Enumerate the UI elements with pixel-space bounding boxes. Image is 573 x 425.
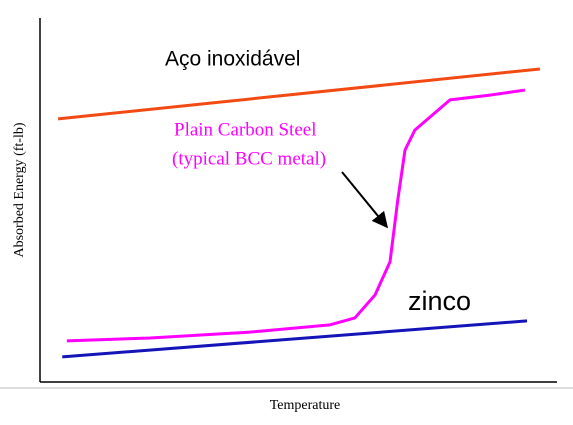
x-axis-label: Temperature (270, 398, 341, 413)
y-axis-label: Absorbed Energy (ft-lb) (12, 122, 27, 257)
annotation: (typical BCC metal) (172, 148, 326, 169)
series-label: Aço inoxidável (165, 48, 300, 71)
line (57, 67, 541, 121)
line (62, 319, 528, 359)
line (66, 88, 526, 343)
arrow (341, 171, 389, 229)
series-label: Plain Carbon Steel (174, 119, 316, 140)
series-label: zinco (408, 286, 471, 316)
